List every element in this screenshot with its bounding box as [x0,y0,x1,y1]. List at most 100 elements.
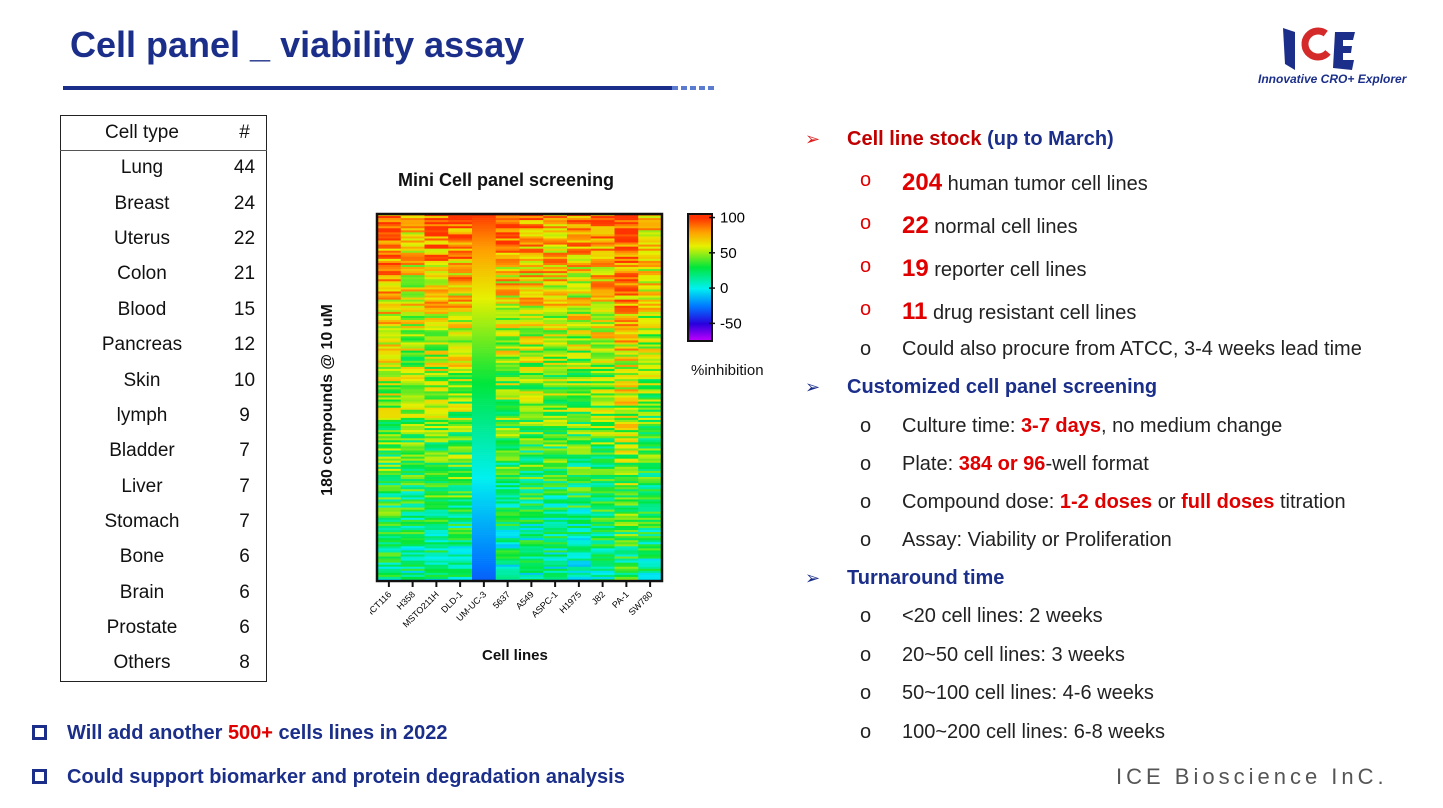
heatmap-cell [543,523,568,527]
colorbar-segment [688,260,712,262]
heatmap-cell [614,574,639,578]
heatmap-cell [448,256,473,260]
heatmap-cell [590,403,615,406]
heatmap-cell [590,354,615,358]
table-row: Skin 10 [61,363,267,398]
heatmap-cell [377,548,402,551]
heatmap-cell [400,499,425,502]
heatmap-cell [638,220,663,223]
heatmap-cell [377,218,402,221]
heatmap-cell [495,330,520,333]
heatmap-cell [614,330,639,333]
heatmap-cell [590,405,615,408]
heatmap-cell [590,434,615,437]
heatmap-cell [614,407,639,411]
heatmap-cell [614,389,639,392]
heatmap-cell [590,246,615,249]
heatmap-cell [400,356,425,360]
heatmap-cell [519,330,544,333]
heatmap-cell [590,456,615,459]
heatmap-cell [472,421,497,425]
heatmap-cell [614,513,639,517]
heatmap-cell [567,383,592,386]
heatmap-cell [472,281,497,284]
heatmap-cell [400,434,425,437]
heatmap-cell [543,324,568,327]
heatmap-cell [424,405,449,408]
heatmap-cell [543,419,568,423]
heatmap-cell [400,220,425,223]
heatmap-cell [377,517,402,521]
heatmap-cell [400,485,425,488]
heatmap-cell [377,509,402,512]
heatmap-cell [614,275,639,278]
heatmap-cell [377,460,402,464]
heatmap-cell [519,373,544,376]
heatmap-cell [543,532,568,535]
heatmap-cell [495,489,520,492]
heatmap-cell [614,503,639,506]
colorbar-segment [688,332,712,334]
stock-item: o 11 drug resistant cell lines [860,298,1137,325]
heatmap-cell [495,487,520,490]
heatmap-cell [614,554,639,557]
heatmap-cell [614,289,639,292]
heatmap-cell [400,556,425,559]
cell-count: 24 [233,192,256,214]
heatmap-cell [424,360,449,364]
heatmap-cell [638,320,663,323]
heatmap-cell [638,281,663,284]
heatmap-cell [543,385,568,388]
heatmap-cell [377,511,402,515]
colorbar-segment [688,338,712,340]
heatmap-cell [495,574,520,578]
colorbar-tick-label: 50 [720,245,737,262]
heatmap-cell [638,216,663,219]
heatmap-cell [614,242,639,245]
heatmap-cell [590,442,615,445]
heatmap-cell [377,275,402,278]
heatmap-cell [448,474,473,478]
heatmap-cell [400,279,425,282]
heatmap-cell [424,226,449,229]
heatmap-cell [638,252,663,256]
heatmap-cell [377,228,402,231]
heatmap-cell [543,495,568,498]
heatmap-cell [377,532,402,535]
heatmap-cell [567,558,592,561]
heatmap-cell [567,379,592,382]
heatmap-cell [614,430,639,433]
heatmap-cell [519,399,544,402]
heatmap-cell [638,287,663,290]
heatmap-cell [495,340,520,343]
heatmap-cell [519,452,544,455]
colorbar-segment [688,326,712,328]
heatmap-cell [472,320,497,323]
heatmap-cell [543,399,568,402]
heatmap-cell [377,428,402,431]
heatmap-cell [495,472,520,476]
heatmap-cell [400,462,425,466]
heatmap-cell [472,285,497,288]
colorbar-segment [688,335,712,337]
heatmap-cell [567,307,592,311]
heatmap-cell [424,368,449,372]
heatmap-cell [567,424,592,427]
heatmap-cell [400,250,425,254]
heatmap-cell [543,576,568,580]
heatmap-cell [377,540,402,543]
heatmap-cell [424,517,449,521]
heatmap-cell [519,519,544,523]
heatmap-cell [543,375,568,378]
heatmap-cell [400,358,425,362]
heatmap-cell [567,460,592,464]
heatmap-cell [638,324,663,327]
heatmap-cell [543,250,568,254]
heatmap-cell [472,301,497,305]
heatmap-cell [495,275,520,278]
heatmap-cell [590,407,615,411]
heatmap-cell [590,309,615,313]
heatmap-cell [614,254,639,258]
heatmap-cell [567,254,592,258]
heatmap-cell [448,383,473,386]
